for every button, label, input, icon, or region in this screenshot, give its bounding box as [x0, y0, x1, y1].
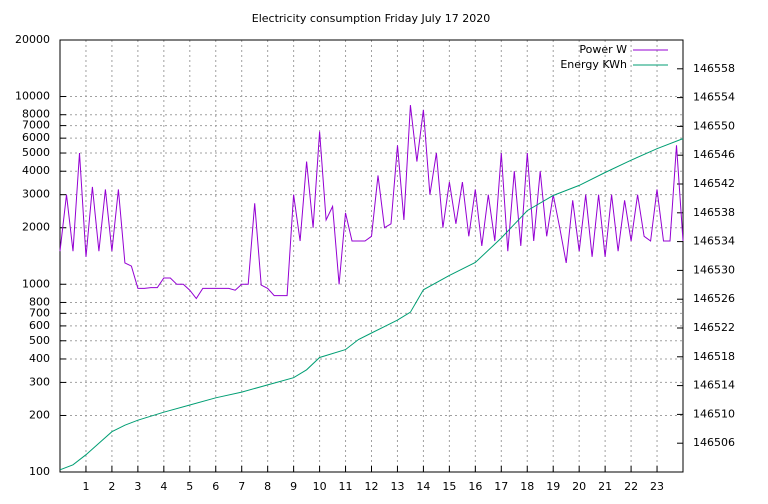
x-tick-label: 23: [650, 480, 664, 493]
y2-tick-label: 146550: [693, 119, 735, 132]
y-tick-label: 4000: [22, 164, 50, 177]
x-tick-label: 8: [264, 480, 271, 493]
x-tick-label: 12: [365, 480, 379, 493]
y2-tick-label: 146510: [693, 407, 735, 420]
y-tick-label: 7000: [22, 119, 50, 132]
x-tick-label: 1: [82, 480, 89, 493]
y2-tick-label: 146530: [693, 263, 735, 276]
y2-tick-label: 146538: [693, 206, 735, 219]
y-tick-label: 6000: [22, 131, 50, 144]
y-tick-label: 400: [29, 352, 50, 365]
y2-tick-label: 146558: [693, 62, 735, 75]
x-tick-label: 21: [598, 480, 612, 493]
x-tick-label: 18: [520, 480, 534, 493]
x-tick-label: 15: [442, 480, 456, 493]
y2-tick-label: 146526: [693, 292, 735, 305]
y-tick-label: 700: [29, 306, 50, 319]
y-tick-label: 5000: [22, 146, 50, 159]
y-tick-label: 200: [29, 408, 50, 421]
y-tick-label: 500: [29, 334, 50, 347]
legend-label: Power W: [579, 43, 627, 56]
plot-frame: [59, 39, 684, 473]
x-tick-label: 2: [108, 480, 115, 493]
x-tick-label: 11: [339, 480, 353, 493]
y2-tick-label: 146518: [693, 350, 735, 363]
y-tick-label: 2000: [22, 221, 50, 234]
legend-label: Energy KWh: [560, 58, 627, 71]
x-tick-label: 4: [160, 480, 167, 493]
y-tick-label: 800: [29, 295, 50, 308]
y-tick-label: 1000: [22, 277, 50, 290]
data-line: [59, 105, 684, 300]
y2-tick-label: 146546: [693, 148, 735, 161]
y-tick-label: 600: [29, 319, 50, 332]
data-line: [59, 138, 684, 471]
y2-tick-label: 146506: [693, 436, 735, 449]
y-tick-label: 8000: [22, 108, 50, 121]
y-tick-label: 300: [29, 375, 50, 388]
y2-tick-label: 146514: [693, 379, 735, 392]
y-tick-label: 10000: [15, 90, 50, 103]
x-tick-label: 13: [390, 480, 404, 493]
x-tick-label: 20: [572, 480, 586, 493]
x-tick-label: 16: [468, 480, 482, 493]
x-tick-label: 9: [290, 480, 297, 493]
chart-title: Electricity consumption Friday July 17 2…: [252, 12, 490, 25]
x-tick-label: 5: [186, 480, 193, 493]
x-tick-label: 3: [134, 480, 141, 493]
x-tick-label: 10: [313, 480, 327, 493]
x-tick-label: 17: [494, 480, 508, 493]
y2-tick-label: 146542: [693, 177, 735, 190]
x-tick-label: 22: [624, 480, 638, 493]
y-tick-label: 3000: [22, 188, 50, 201]
x-tick-label: 6: [212, 480, 219, 493]
y-tick-label: 100: [29, 465, 50, 478]
y-tick-label: 20000: [15, 33, 50, 46]
y2-tick-label: 146522: [693, 321, 735, 334]
x-tick-label: 7: [238, 480, 245, 493]
y2-tick-label: 146534: [693, 235, 735, 248]
x-tick-label: 14: [416, 480, 430, 493]
x-tick-label: 19: [546, 480, 560, 493]
y2-tick-label: 146554: [693, 91, 735, 104]
